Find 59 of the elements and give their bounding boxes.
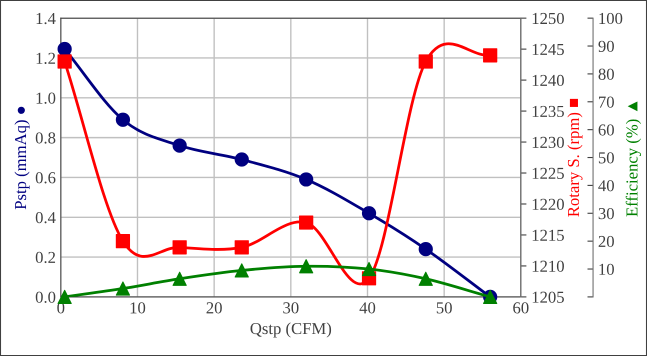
y-axis-title: Pstp (mmAq) ● xyxy=(14,106,30,210)
y-tick-label: 0.2 xyxy=(36,252,56,264)
point xyxy=(234,263,249,278)
point xyxy=(234,240,249,254)
point xyxy=(418,54,433,69)
y3-axis-title: Efficiency (%) ▲ xyxy=(626,101,642,217)
point xyxy=(172,240,187,254)
x-tick-label: 40 xyxy=(359,302,376,314)
x-tick-label: 60 xyxy=(513,302,529,314)
x-tick-label: 50 xyxy=(436,302,452,314)
y-tick-label: 0.8 xyxy=(36,132,56,144)
point xyxy=(299,215,314,230)
point xyxy=(234,152,249,167)
y2-tick-label: 1230 xyxy=(532,136,564,148)
y-tick-label: 0.6 xyxy=(36,172,56,184)
y2-axis-title: Rotary S. (rpm) ■ xyxy=(567,98,583,217)
y-tick-label: 0.0 xyxy=(36,292,56,303)
y2-tick-label: 1245 xyxy=(532,44,564,56)
point xyxy=(483,48,498,62)
y2-tick-label: 1250 xyxy=(532,12,564,24)
y2-tick-label: 1205 xyxy=(532,292,564,303)
point xyxy=(299,259,314,274)
y2-tick-label: 1210 xyxy=(532,260,564,272)
x-tick-label: 10 xyxy=(130,302,146,314)
y3-tick-label: 80 xyxy=(598,68,614,80)
point xyxy=(116,112,130,127)
y-tick-label: 0.4 xyxy=(36,212,56,224)
y2-tick-label: 1235 xyxy=(532,106,564,118)
y3-tick-label: 50 xyxy=(598,152,614,164)
y3-tick-label: 70 xyxy=(599,96,614,108)
point xyxy=(116,281,130,296)
point xyxy=(299,172,314,187)
point xyxy=(58,42,72,56)
point xyxy=(362,206,376,220)
y3-tick-label: 100 xyxy=(599,12,622,24)
y3-tick-label: 60 xyxy=(598,124,614,136)
point xyxy=(172,138,187,153)
x-tick-label: 20 xyxy=(206,302,222,314)
y2-tick-label: 1220 xyxy=(532,198,564,210)
y-tick-label: 1.2 xyxy=(36,52,56,64)
x-axis-title: Qstp (CFM) xyxy=(250,322,332,338)
point xyxy=(58,54,72,69)
y2-tick-label: 1215 xyxy=(532,230,564,241)
point xyxy=(116,234,130,248)
point xyxy=(172,272,187,286)
x-tick-label: 30 xyxy=(283,302,299,314)
y3-tick-label: 90 xyxy=(598,40,614,52)
y3-tick-label: 30 xyxy=(598,208,614,220)
point xyxy=(362,262,376,276)
point xyxy=(58,290,72,304)
y2-tick-label: 1240 xyxy=(532,74,564,86)
point xyxy=(418,272,433,286)
y3-tick-label: 20 xyxy=(598,236,614,248)
y-tick-label: 1.4 xyxy=(36,12,56,24)
y-tick-label: 1.0 xyxy=(36,92,56,104)
y3-tick-label: 10 xyxy=(599,264,614,275)
y3-tick-label: 40 xyxy=(598,180,614,192)
y2-tick-label: 1225 xyxy=(532,168,564,179)
point xyxy=(418,242,433,256)
